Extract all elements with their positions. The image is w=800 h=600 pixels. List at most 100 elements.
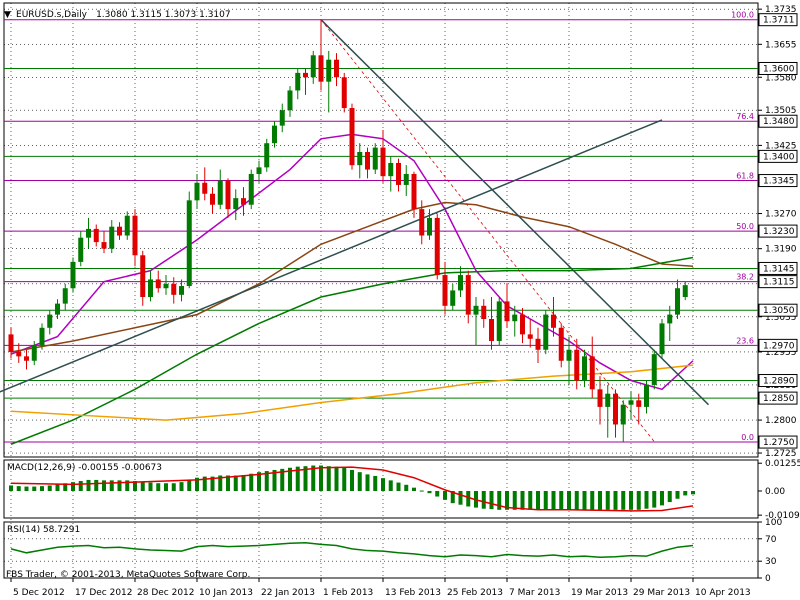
macd-bar [179, 482, 184, 491]
price-panel [3, 2, 759, 458]
price-box [758, 303, 798, 317]
candle-body [380, 147, 386, 177]
macd-bar [450, 490, 455, 504]
macd-bar [226, 475, 230, 491]
macd-bar [652, 490, 657, 508]
macd-bar [574, 490, 579, 510]
candle-body [132, 215, 138, 256]
price-tick-label: 1.3270 [765, 210, 797, 220]
candle-body [117, 226, 122, 236]
macd-bar [303, 466, 308, 491]
macd-bar [319, 465, 323, 491]
candle-body [527, 334, 533, 339]
date-label: 19 Mar 2013 [571, 588, 628, 598]
candle-body [636, 400, 642, 407]
indicator-triangle-icon: ▼ [4, 10, 11, 20]
candle-body [667, 314, 673, 324]
macd-tick-label: 0.00 [765, 487, 785, 497]
price-box [758, 13, 798, 27]
date-label: 5 Dec 2012 [13, 588, 65, 598]
price-box-label: 1.3600 [763, 64, 795, 74]
candle-body [597, 389, 603, 407]
macd-bar [326, 466, 331, 491]
candle-body [442, 275, 448, 306]
price-box [758, 338, 798, 352]
macd-bar [78, 481, 83, 491]
candle-body [148, 279, 153, 298]
candle-body [450, 290, 456, 306]
price-box-label: 1.3115 [763, 278, 795, 288]
candle-body [24, 356, 29, 361]
candle-body [628, 400, 634, 405]
date-label: 7 Mar 2013 [509, 588, 560, 598]
macd-bar [458, 490, 463, 505]
candle-body [341, 77, 347, 109]
macd-bar [125, 480, 130, 491]
macd-bar [334, 466, 339, 491]
macd-bar [195, 477, 199, 491]
macd-bar [202, 476, 207, 491]
date-label: 10 Jan 2013 [199, 588, 253, 598]
macd-bar [249, 473, 254, 491]
macd-bar [342, 467, 347, 491]
macd-bar [419, 490, 424, 492]
macd-bar [24, 486, 29, 491]
macd-bar [288, 467, 292, 491]
price-tick-label: 1.3505 [765, 106, 797, 116]
candle-body [109, 226, 115, 249]
date-label: 13 Feb 2013 [385, 588, 441, 598]
moving-average-line [10, 256, 694, 445]
macd-bar [156, 483, 161, 491]
candle-body [163, 283, 169, 289]
price-tick-label: 1.3035 [765, 313, 797, 323]
candle-body [202, 182, 208, 194]
macd-bar [210, 476, 215, 491]
price-box [758, 149, 798, 163]
price-box [758, 261, 798, 275]
date-label: 10 Apr 2013 [695, 588, 751, 598]
macd-bar [644, 490, 649, 509]
candle-body [179, 286, 184, 295]
rsi-tick-label: 70 [765, 535, 777, 545]
candle-body [613, 393, 618, 425]
candle-body [140, 255, 146, 298]
macd-bar [357, 472, 362, 491]
candle-body [651, 354, 657, 385]
candle-body [512, 314, 518, 322]
candle-body [675, 288, 680, 315]
macd-bar [47, 485, 52, 491]
macd-bar [675, 490, 680, 499]
date-label: 17 Dec 2012 [75, 588, 133, 598]
macd-bar [605, 490, 610, 510]
candle-body [318, 55, 324, 82]
macd-bar [520, 490, 525, 510]
macd-bar [667, 490, 672, 503]
candle-body [558, 327, 564, 361]
candle-body [659, 323, 665, 355]
candle-body [310, 55, 316, 78]
macd-bar [629, 490, 633, 510]
candle-body [403, 173, 409, 185]
candle-body [520, 314, 525, 335]
price-box-label: 1.2890 [763, 377, 795, 387]
macd-bar [435, 490, 440, 497]
macd-bar [598, 490, 602, 510]
macd-bar [636, 490, 641, 510]
macd-bar [171, 483, 176, 491]
price-box [758, 224, 798, 238]
rsi-tick-label: 0 [765, 574, 771, 584]
candle-body [217, 180, 223, 205]
price-box-label: 1.3145 [763, 264, 795, 274]
fib-level-label: 23.6 [736, 336, 754, 345]
candle-body [55, 303, 60, 315]
macd-bar [404, 484, 409, 491]
candle-body [194, 182, 200, 201]
macd-tick-label: 0.01255 [765, 459, 800, 469]
price-box-label: 1.2970 [763, 341, 795, 351]
macd-tick-label: -0.01091 [765, 511, 800, 521]
fib-level-label: 0.0 [741, 433, 754, 442]
candle-body [349, 108, 355, 166]
rsi-line [10, 541, 694, 559]
candle-body [396, 162, 401, 185]
